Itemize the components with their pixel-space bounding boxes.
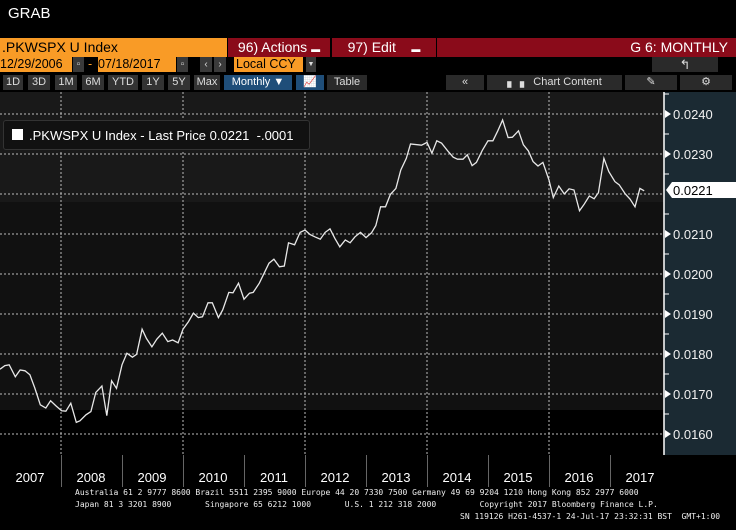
year-separator bbox=[61, 455, 62, 487]
year-separator bbox=[183, 455, 184, 487]
x-tick-label: 2008 bbox=[76, 470, 106, 485]
year-separator bbox=[488, 455, 489, 487]
x-tick-label: 2012 bbox=[320, 470, 350, 485]
end-date-input[interactable]: 07/18/2017 bbox=[98, 57, 176, 72]
period-button-ytd[interactable]: YTD bbox=[108, 75, 138, 90]
y-tick-marker bbox=[665, 230, 671, 238]
actions-label: 96) Actions bbox=[237, 39, 308, 55]
price-line bbox=[0, 118, 645, 424]
x-tick-label: 2007 bbox=[15, 470, 45, 485]
y-tick-marker bbox=[665, 110, 671, 118]
x-tick-label: 2010 bbox=[198, 470, 228, 485]
edit-menu[interactable]: 97) Edit ▬ bbox=[332, 38, 436, 57]
chevron-down-icon: ▬ bbox=[311, 44, 321, 54]
last-price-tag bbox=[666, 182, 736, 198]
date-separator: - bbox=[88, 57, 93, 71]
collapse-button[interactable]: « bbox=[446, 75, 484, 90]
x-tick-label: 2013 bbox=[381, 470, 411, 485]
y-tick-marker bbox=[665, 350, 671, 358]
y-tick-label: 0.0210 bbox=[673, 227, 713, 242]
year-separator bbox=[366, 455, 367, 487]
currency-dropdown-icon[interactable]: ▼ bbox=[306, 57, 316, 72]
gear-icon[interactable]: ⚙ bbox=[680, 75, 732, 90]
next-period-button[interactable]: › bbox=[214, 57, 226, 72]
period-button-1y[interactable]: 1Y bbox=[142, 75, 164, 90]
period-button-6m[interactable]: 6M bbox=[82, 75, 104, 90]
y-tick-marker bbox=[665, 430, 671, 438]
period-button-1d[interactable]: 1D bbox=[3, 75, 23, 90]
frequency-select[interactable]: Monthly ▼ bbox=[224, 75, 292, 90]
line-chart-icon[interactable]: 📈 bbox=[296, 75, 324, 90]
x-tick-label: 2014 bbox=[442, 470, 472, 485]
y-tick-marker bbox=[665, 390, 671, 398]
footer-session: SN 119126 H261-4537-1 24-Jul-17 23:32:31… bbox=[460, 512, 721, 521]
series-swatch bbox=[12, 129, 23, 140]
y-tick-marker bbox=[665, 150, 671, 158]
year-separator bbox=[427, 455, 428, 487]
y-tick-label: 0.0200 bbox=[673, 267, 713, 282]
year-separator bbox=[549, 455, 550, 487]
period-button-5y[interactable]: 5Y bbox=[168, 75, 190, 90]
chart-content-button[interactable]: ▖▗ Chart Content bbox=[487, 75, 622, 90]
price-chart[interactable]: 0.0160 0.0170 0.0180 0.0190 0.0200 0.0210 0.02… bbox=[0, 92, 736, 455]
legend-last-price: 0.0221 bbox=[209, 128, 250, 143]
plot-band bbox=[0, 410, 664, 455]
period-button-max[interactable]: Max bbox=[194, 75, 220, 90]
period-button-3d[interactable]: 3D bbox=[28, 75, 50, 90]
y-axis-panel bbox=[664, 92, 736, 455]
y-tick-marker bbox=[665, 270, 671, 278]
bar-chart-icon: ▖▗ bbox=[507, 76, 525, 88]
edit-chart-icon[interactable]: ✎ bbox=[625, 75, 677, 90]
year-separator bbox=[610, 455, 611, 487]
y-tick-label: 0.0230 bbox=[673, 147, 713, 162]
legend-series-name: .PKWSPX U Index - Last Price bbox=[29, 128, 207, 143]
year-separator bbox=[305, 455, 306, 487]
y-tick-label: 0.0190 bbox=[673, 307, 713, 322]
x-tick-label: 2011 bbox=[260, 470, 288, 485]
start-date-input[interactable]: 12/29/2006 bbox=[0, 57, 72, 72]
currency-select[interactable]: Local CCY bbox=[234, 57, 303, 72]
chevron-down-icon: ▬ bbox=[411, 44, 421, 54]
last-price-label: 0.0221 bbox=[673, 183, 713, 198]
legend-change: -.0001 bbox=[256, 128, 294, 143]
ticker-field[interactable]: .PKWSPX U Index bbox=[0, 38, 227, 57]
calendar-icon[interactable]: ▫ bbox=[177, 57, 188, 72]
edit-label: 97) Edit bbox=[347, 39, 396, 55]
calendar-icon[interactable]: ▫ bbox=[73, 57, 84, 72]
period-button-1m[interactable]: 1M bbox=[55, 75, 77, 90]
x-tick-label: 2017 bbox=[625, 470, 655, 485]
chart-title: G 6: MONTHLY bbox=[437, 38, 736, 57]
table-button[interactable]: Table bbox=[327, 75, 367, 90]
footer-copyright: Japan 81 3 3201 8900 Singapore 65 6212 1… bbox=[75, 500, 658, 509]
back-arrow-button[interactable]: ↰ bbox=[652, 57, 718, 72]
previous-period-button[interactable]: ‹ bbox=[200, 57, 212, 72]
y-tick-label: 0.0180 bbox=[673, 347, 713, 362]
year-separator bbox=[122, 455, 123, 487]
x-tick-label: 2016 bbox=[564, 470, 594, 485]
y-tick-label: 0.0170 bbox=[673, 387, 713, 402]
actions-menu[interactable]: 96) Actions ▬ bbox=[228, 38, 330, 57]
chart-content-label: Chart Content bbox=[533, 76, 602, 88]
y-tick-label: 0.0160 bbox=[673, 427, 713, 442]
x-tick-label: 2009 bbox=[137, 470, 167, 485]
y-tick-marker bbox=[665, 310, 671, 318]
y-tick-label: 0.0240 bbox=[673, 107, 713, 122]
window-title: GRAB bbox=[8, 5, 51, 22]
x-tick-label: 2015 bbox=[503, 470, 533, 485]
footer-contacts: Australia 61 2 9777 8600 Brazil 5511 239… bbox=[75, 488, 639, 497]
legend: .PKWSPX U Index - Last Price 0.0221 -.00… bbox=[3, 120, 310, 150]
year-separator bbox=[244, 455, 245, 487]
